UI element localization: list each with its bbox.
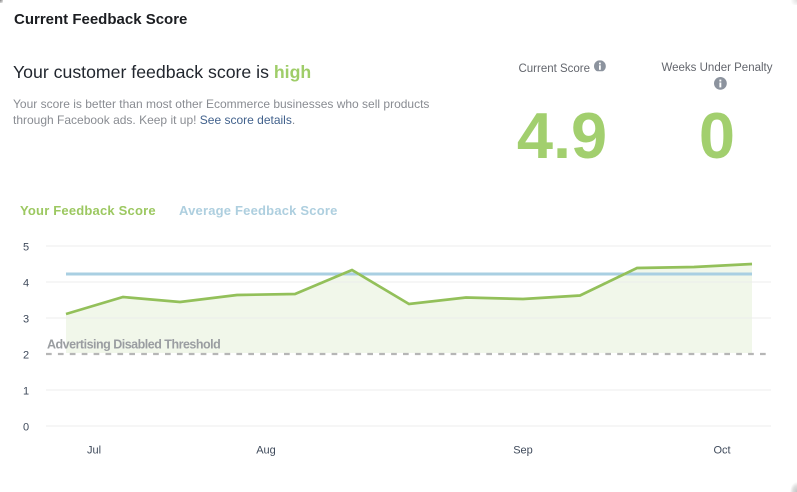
svg-text:Sep: Sep — [513, 445, 533, 457]
svg-text:0: 0 — [23, 421, 29, 433]
svg-text:Aug: Aug — [256, 445, 276, 457]
svg-text:Oct: Oct — [713, 445, 730, 457]
svg-text:1: 1 — [23, 385, 29, 397]
svg-text:2: 2 — [23, 349, 29, 361]
svg-text:4: 4 — [23, 277, 29, 289]
svg-text:Jul: Jul — [87, 445, 101, 457]
svg-text:3: 3 — [23, 313, 29, 325]
svg-text:Advertising Disabled Threshold: Advertising Disabled Threshold — [47, 338, 220, 352]
svg-text:5: 5 — [23, 241, 29, 253]
